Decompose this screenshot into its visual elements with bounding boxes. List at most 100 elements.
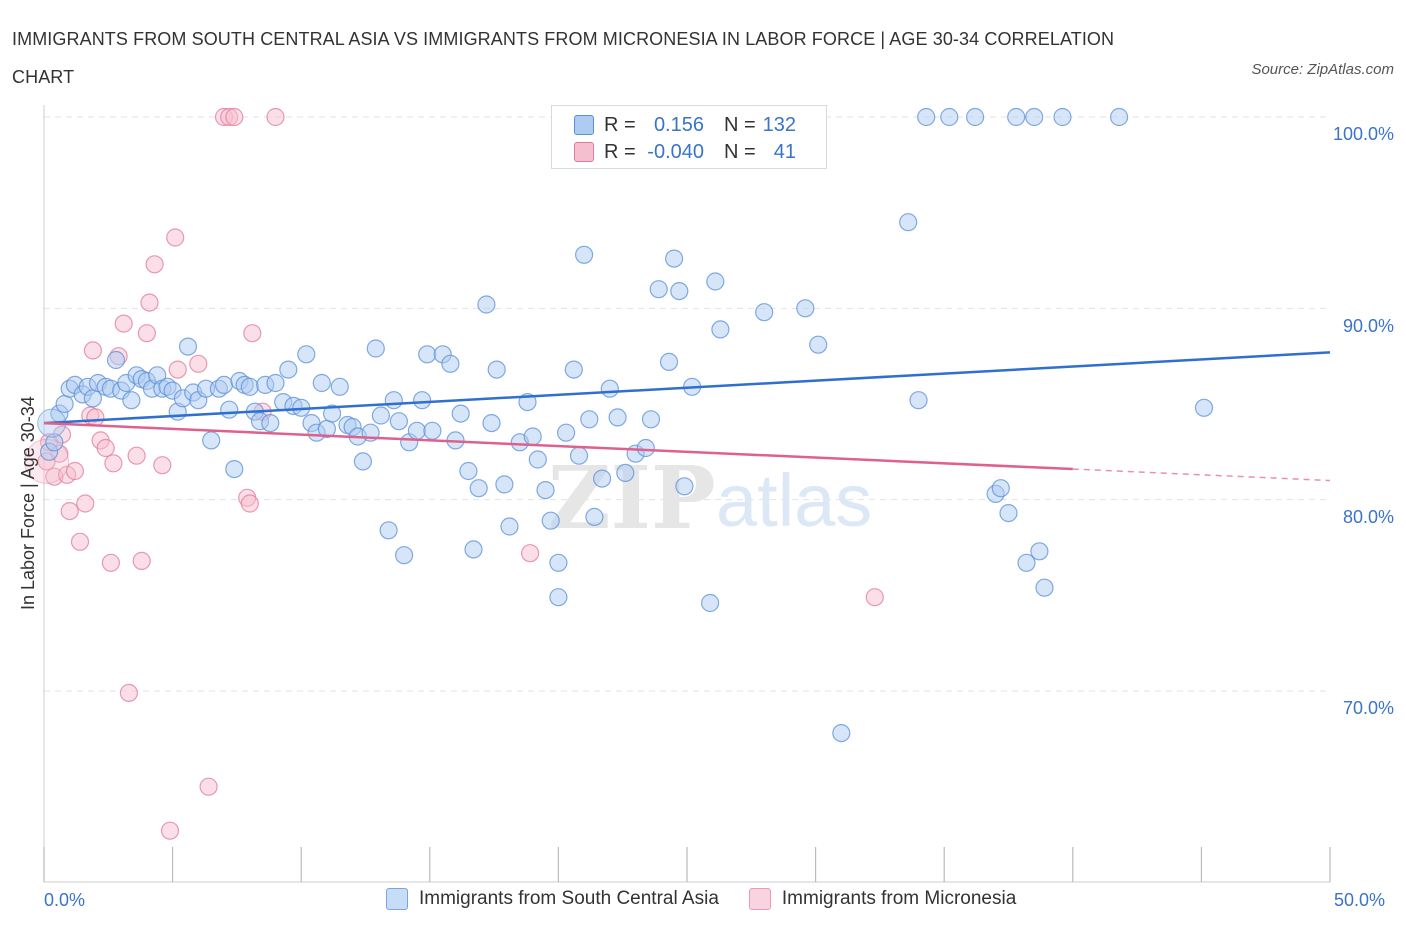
- data-point: [706, 272, 725, 291]
- data-point: [1109, 107, 1129, 127]
- data-point: [145, 255, 164, 274]
- legend-item-micronesia[interactable]: Immigrants from Micronesia: [748, 888, 1016, 910]
- data-point: [220, 400, 239, 419]
- data-point: [1194, 398, 1214, 417]
- data-point: [366, 339, 385, 358]
- legend-row-pink: R = -0.040 N = 41: [574, 140, 796, 164]
- data-point: [379, 521, 398, 540]
- data-point: [469, 479, 488, 498]
- data-point: [528, 450, 547, 469]
- trend-line-micronesia: [43, 421, 1073, 471]
- data-point: [122, 391, 141, 410]
- data-point: [520, 544, 540, 563]
- data-point: [407, 421, 426, 440]
- data-point: [266, 107, 285, 127]
- data-point: [137, 324, 156, 343]
- data-point: [384, 391, 403, 410]
- data-point: [166, 228, 185, 247]
- data-point: [899, 213, 918, 232]
- data-point: [659, 352, 679, 371]
- data-point: [585, 507, 604, 527]
- legend-item-south-central-asia[interactable]: Immigrants from South Central Asia: [386, 888, 719, 910]
- watermark: ZIP atlas: [548, 448, 872, 549]
- legend-r-value: 0.156: [653, 113, 704, 136]
- data-point: [389, 412, 408, 431]
- data-point: [60, 502, 79, 521]
- legend-swatch-blue: [574, 115, 594, 135]
- y-tick-label-80: 80.0%: [1342, 507, 1394, 527]
- legend-n-value: 132: [762, 113, 796, 136]
- data-point: [114, 314, 133, 333]
- data-point: [153, 456, 172, 475]
- legend-swatch-blue: [386, 888, 408, 910]
- data-point: [55, 394, 74, 414]
- data-point: [70, 532, 90, 551]
- legend-label: Immigrants from South Central Asia: [419, 888, 719, 909]
- data-point: [755, 303, 774, 322]
- data-point: [641, 410, 661, 429]
- data-point: [1017, 553, 1036, 572]
- data-point: [664, 249, 684, 268]
- legend-r-value: -0.040: [647, 140, 704, 163]
- data-point: [101, 553, 121, 572]
- data-point: [549, 553, 568, 572]
- data-point: [549, 588, 568, 607]
- data-point: [809, 335, 828, 354]
- data-point: [106, 350, 126, 370]
- data-point: [832, 723, 851, 743]
- data-point: [600, 379, 619, 398]
- data-point: [1007, 107, 1026, 127]
- legend-swatch-pink: [574, 142, 594, 162]
- data-point: [991, 479, 1010, 498]
- data-point: [353, 452, 372, 471]
- trend-line-south-central-asia: [43, 351, 1331, 425]
- data-point: [160, 821, 180, 840]
- x-tick-label-max: 50.0%: [1334, 890, 1386, 910]
- data-point: [451, 404, 470, 423]
- data-point: [178, 337, 198, 356]
- data-point: [140, 293, 159, 312]
- data-point: [199, 777, 218, 796]
- y-axis-label: In Labor Force | Age 30-34: [18, 396, 38, 610]
- data-point: [564, 360, 583, 379]
- data-point: [675, 477, 694, 496]
- data-point: [168, 360, 187, 379]
- data-point: [225, 460, 244, 479]
- legend-r-label: R =: [604, 140, 636, 163]
- data-point: [965, 107, 985, 127]
- data-point: [556, 423, 576, 442]
- data-point: [670, 282, 689, 301]
- data-point: [909, 391, 928, 410]
- trend-line-micronesia-extension: [1072, 468, 1331, 482]
- data-point: [441, 354, 460, 373]
- data-point: [323, 404, 342, 423]
- data-point: [580, 410, 599, 429]
- data-point: [569, 446, 589, 465]
- data-point: [86, 408, 105, 427]
- axes: [43, 105, 1331, 883]
- data-point: [541, 511, 560, 530]
- data-point: [616, 463, 635, 482]
- data-point: [536, 481, 555, 500]
- data-point: [83, 341, 103, 360]
- data-point: [796, 299, 815, 318]
- data-point: [636, 438, 655, 458]
- gridlines: [44, 116, 1330, 692]
- data-point: [574, 245, 594, 264]
- data-point: [413, 391, 432, 410]
- data-point: [45, 433, 64, 452]
- data-point: [1025, 107, 1044, 127]
- data-point: [500, 517, 519, 536]
- data-point: [225, 107, 244, 127]
- legend-r-label: R =: [604, 113, 636, 136]
- data-point: [865, 588, 884, 607]
- data-point: [214, 375, 234, 394]
- chart-title: IMMIGRANTS FROM SOUTH CENTRAL ASIA VS IM…: [12, 29, 1115, 87]
- data-point: [523, 427, 542, 446]
- legend-n-label: N =: [724, 113, 756, 136]
- data-point: [297, 345, 316, 364]
- data-point: [464, 540, 483, 559]
- data-point: [940, 107, 959, 127]
- data-point: [240, 377, 259, 396]
